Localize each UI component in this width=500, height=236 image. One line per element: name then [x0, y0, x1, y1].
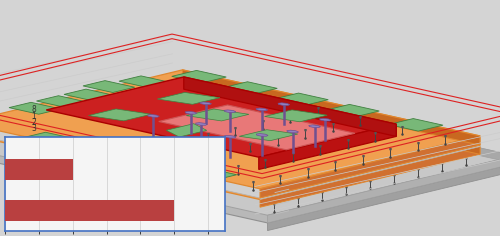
Polygon shape: [0, 80, 500, 215]
Polygon shape: [260, 147, 480, 207]
Polygon shape: [222, 82, 277, 94]
Polygon shape: [0, 70, 480, 189]
Polygon shape: [119, 76, 171, 88]
Polygon shape: [36, 96, 88, 108]
Bar: [5, 201, 174, 221]
Text: 1: 1: [32, 112, 36, 121]
Polygon shape: [148, 114, 160, 117]
Polygon shape: [287, 130, 298, 133]
Polygon shape: [224, 135, 236, 138]
Polygon shape: [46, 77, 396, 157]
Polygon shape: [320, 118, 332, 121]
Polygon shape: [278, 103, 290, 105]
Polygon shape: [176, 167, 237, 181]
Polygon shape: [256, 134, 268, 136]
Polygon shape: [172, 70, 226, 83]
Polygon shape: [124, 156, 186, 170]
Polygon shape: [224, 110, 236, 113]
Polygon shape: [196, 123, 207, 125]
Polygon shape: [159, 105, 355, 150]
Polygon shape: [200, 102, 211, 105]
Polygon shape: [182, 81, 480, 154]
Polygon shape: [186, 109, 249, 121]
Polygon shape: [175, 88, 500, 171]
Polygon shape: [175, 80, 500, 163]
Polygon shape: [274, 93, 328, 106]
Polygon shape: [268, 156, 500, 223]
Text: 8: 8: [32, 105, 36, 114]
Polygon shape: [18, 132, 80, 146]
Polygon shape: [309, 125, 320, 128]
Polygon shape: [325, 104, 380, 117]
Polygon shape: [0, 88, 500, 223]
Polygon shape: [0, 79, 480, 198]
Polygon shape: [88, 109, 151, 121]
Polygon shape: [0, 81, 480, 200]
Polygon shape: [9, 102, 61, 114]
Polygon shape: [260, 136, 480, 198]
Polygon shape: [388, 118, 443, 131]
Text: 3: 3: [32, 124, 36, 133]
Polygon shape: [182, 70, 480, 145]
Polygon shape: [64, 89, 116, 101]
Polygon shape: [259, 124, 396, 169]
Polygon shape: [260, 145, 480, 200]
Polygon shape: [166, 124, 207, 137]
Polygon shape: [185, 111, 197, 114]
Polygon shape: [240, 130, 298, 141]
Polygon shape: [256, 108, 268, 111]
Polygon shape: [264, 110, 327, 122]
Polygon shape: [184, 77, 396, 136]
Polygon shape: [268, 163, 500, 231]
Text: 2: 2: [32, 118, 36, 127]
Polygon shape: [83, 81, 135, 93]
Bar: [5, 160, 72, 180]
Polygon shape: [157, 93, 220, 104]
Polygon shape: [69, 143, 130, 158]
